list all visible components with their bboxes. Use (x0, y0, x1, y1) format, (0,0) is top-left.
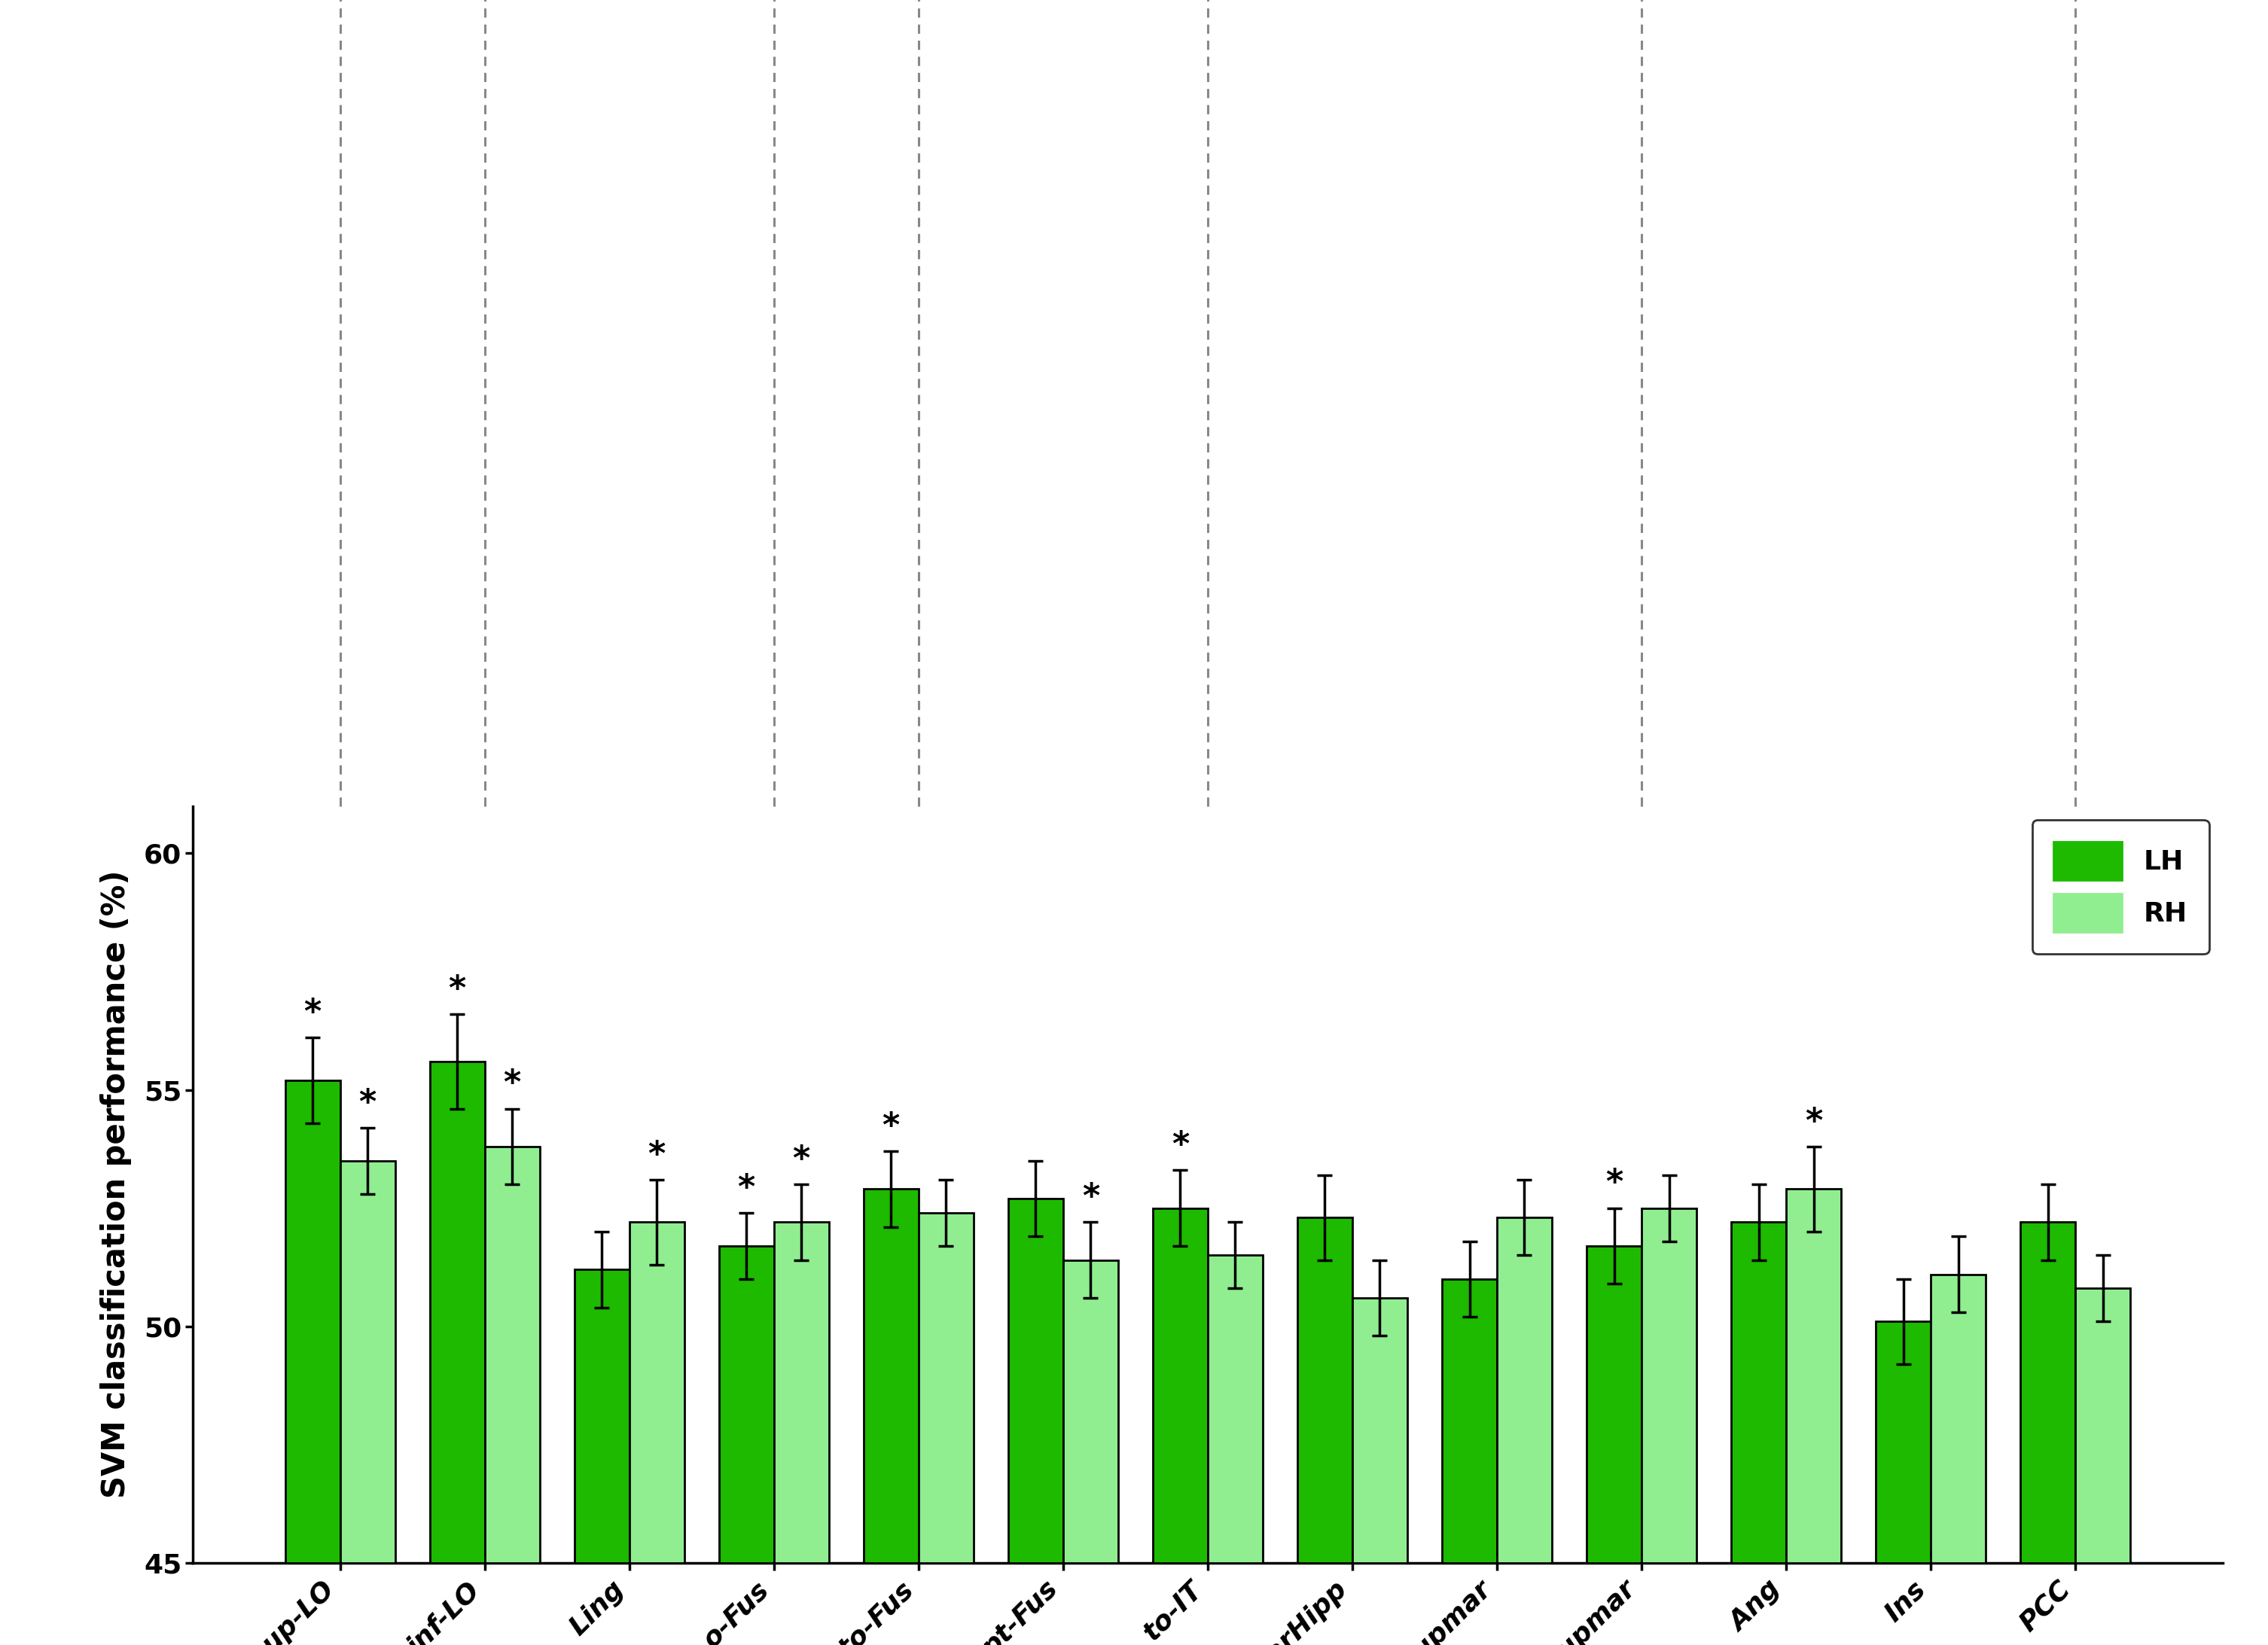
Bar (1876, 1321, 1930, 1563)
Text: *: * (449, 974, 465, 1005)
Bar (1009, 1199, 1064, 1563)
Bar (1207, 1255, 1263, 1563)
Text: *: * (503, 1068, 522, 1101)
Legend: LH, RH: LH, RH (2032, 819, 2209, 954)
Bar (1588, 1245, 1642, 1563)
Bar (919, 1212, 973, 1563)
Bar (1930, 1275, 1987, 1563)
Text: *: * (358, 1087, 376, 1119)
Text: *: * (792, 1143, 810, 1176)
Bar (1442, 1280, 1497, 1563)
Bar (1642, 1207, 1696, 1563)
Bar (485, 1147, 540, 1563)
Bar (719, 1245, 773, 1563)
Y-axis label: SVM classification performance (%): SVM classification performance (%) (100, 870, 132, 1499)
Bar (2075, 1288, 2130, 1563)
Bar (286, 1081, 340, 1563)
Bar (1064, 1260, 1118, 1563)
Text: *: * (1805, 1105, 1823, 1138)
Bar (340, 1161, 395, 1563)
Bar (2021, 1222, 2075, 1563)
Bar (574, 1270, 628, 1563)
Text: *: * (882, 1110, 900, 1143)
Text: *: * (1173, 1130, 1188, 1161)
Bar (1352, 1298, 1406, 1563)
Text: *: * (1082, 1181, 1100, 1214)
Bar (1297, 1217, 1352, 1563)
Bar (864, 1189, 919, 1563)
Text: *: * (304, 997, 322, 1030)
Bar (628, 1222, 685, 1563)
Bar (1497, 1217, 1551, 1563)
Bar (1152, 1207, 1207, 1563)
Bar (1787, 1189, 1842, 1563)
Text: *: * (649, 1138, 665, 1171)
Bar (429, 1061, 485, 1563)
Bar (1730, 1222, 1787, 1563)
Text: *: * (1606, 1168, 1624, 1199)
Bar (773, 1222, 828, 1563)
Text: *: * (737, 1171, 755, 1204)
